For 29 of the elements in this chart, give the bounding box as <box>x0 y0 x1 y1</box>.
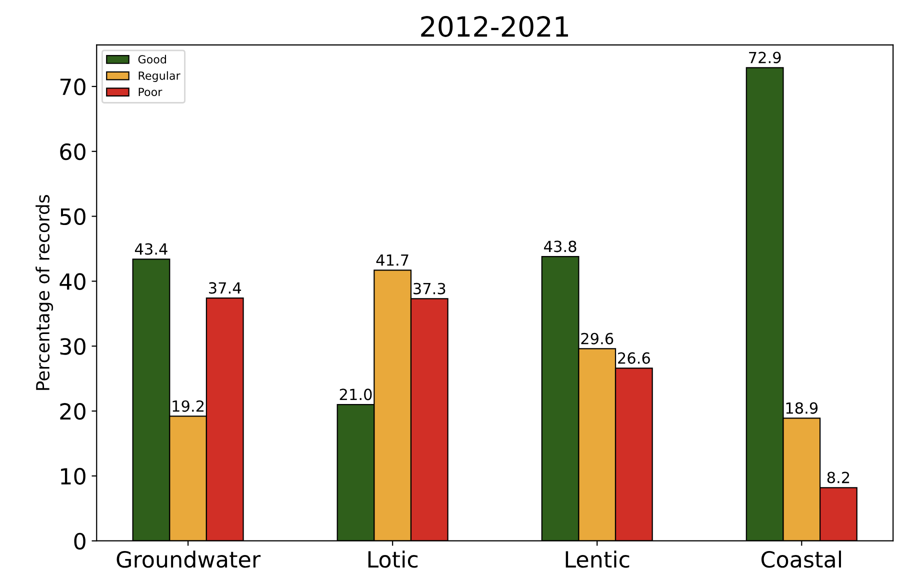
legend-label: Good <box>138 54 166 64</box>
legend-label: Poor <box>138 88 162 96</box>
text: 72.9 <box>749 52 781 64</box>
y-axis-title: Percentage of records <box>36 195 54 390</box>
text: 18.9 <box>786 402 818 414</box>
text: 8.2 <box>827 472 850 484</box>
y-tick-label: 70 <box>60 78 86 96</box>
text: 29.6 <box>581 332 614 344</box>
x-tick-label: Coastal <box>761 550 841 568</box>
y-tick-label: 60 <box>60 143 86 160</box>
chart-title: 2012-2021 <box>421 16 568 37</box>
text: 41.7 <box>376 254 408 266</box>
text: 43.8 <box>544 240 576 252</box>
text: 26.6 <box>618 352 650 364</box>
y-tick-label: 0 <box>74 532 86 550</box>
y-tick-label: 50 <box>60 208 86 226</box>
text: 19.2 <box>172 400 204 412</box>
y-tick-label: 10 <box>61 468 86 485</box>
x-tick-label: Lentic <box>566 550 630 568</box>
x-tick-label: Groundwater <box>116 550 261 568</box>
text: 43.4 <box>134 243 168 255</box>
y-tick-label: 20 <box>60 402 86 420</box>
y-tick-label: 30 <box>60 338 86 355</box>
text: 21.0 <box>340 388 372 400</box>
legend-label: Regular <box>138 71 180 82</box>
y-tick-label: 40 <box>60 273 86 290</box>
text: 37.4 <box>209 282 242 294</box>
x-tick-label: Lotic <box>368 550 418 568</box>
text: 37.3 <box>414 282 446 294</box>
